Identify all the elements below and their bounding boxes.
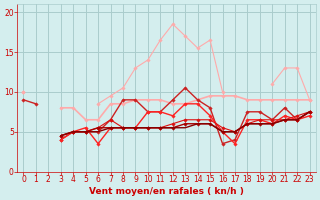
X-axis label: Vent moyen/en rafales ( kn/h ): Vent moyen/en rafales ( kn/h ) xyxy=(89,187,244,196)
